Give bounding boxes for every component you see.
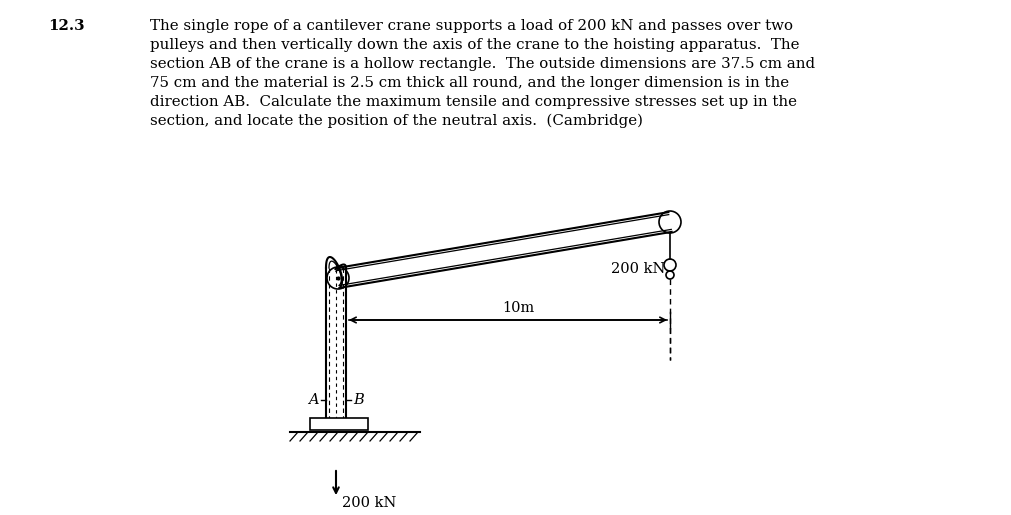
Text: 200 kN: 200 kN	[342, 496, 396, 510]
Text: 200 kN: 200 kN	[611, 262, 665, 276]
Text: 12.3: 12.3	[48, 19, 85, 33]
Text: B: B	[353, 393, 364, 407]
Text: section AB of the crane is a hollow rectangle.  The outside dimensions are 37.5 : section AB of the crane is a hollow rect…	[150, 57, 815, 71]
Text: direction AB.  Calculate the maximum tensile and compressive stresses set up in : direction AB. Calculate the maximum tens…	[150, 95, 797, 109]
Text: pulleys and then vertically down the axis of the crane to the hoisting apparatus: pulleys and then vertically down the axi…	[150, 38, 800, 52]
Text: The single rope of a cantilever crane supports a load of 200 kN and passes over : The single rope of a cantilever crane su…	[150, 19, 793, 33]
Text: 75 cm and the material is 2.5 cm thick all round, and the longer dimension is in: 75 cm and the material is 2.5 cm thick a…	[150, 76, 790, 90]
Text: section, and locate the position of the neutral axis.  (Cambridge): section, and locate the position of the …	[150, 114, 643, 128]
Bar	[310, 418, 368, 430]
Text: 10m: 10m	[501, 301, 534, 315]
Text: A: A	[308, 393, 319, 407]
